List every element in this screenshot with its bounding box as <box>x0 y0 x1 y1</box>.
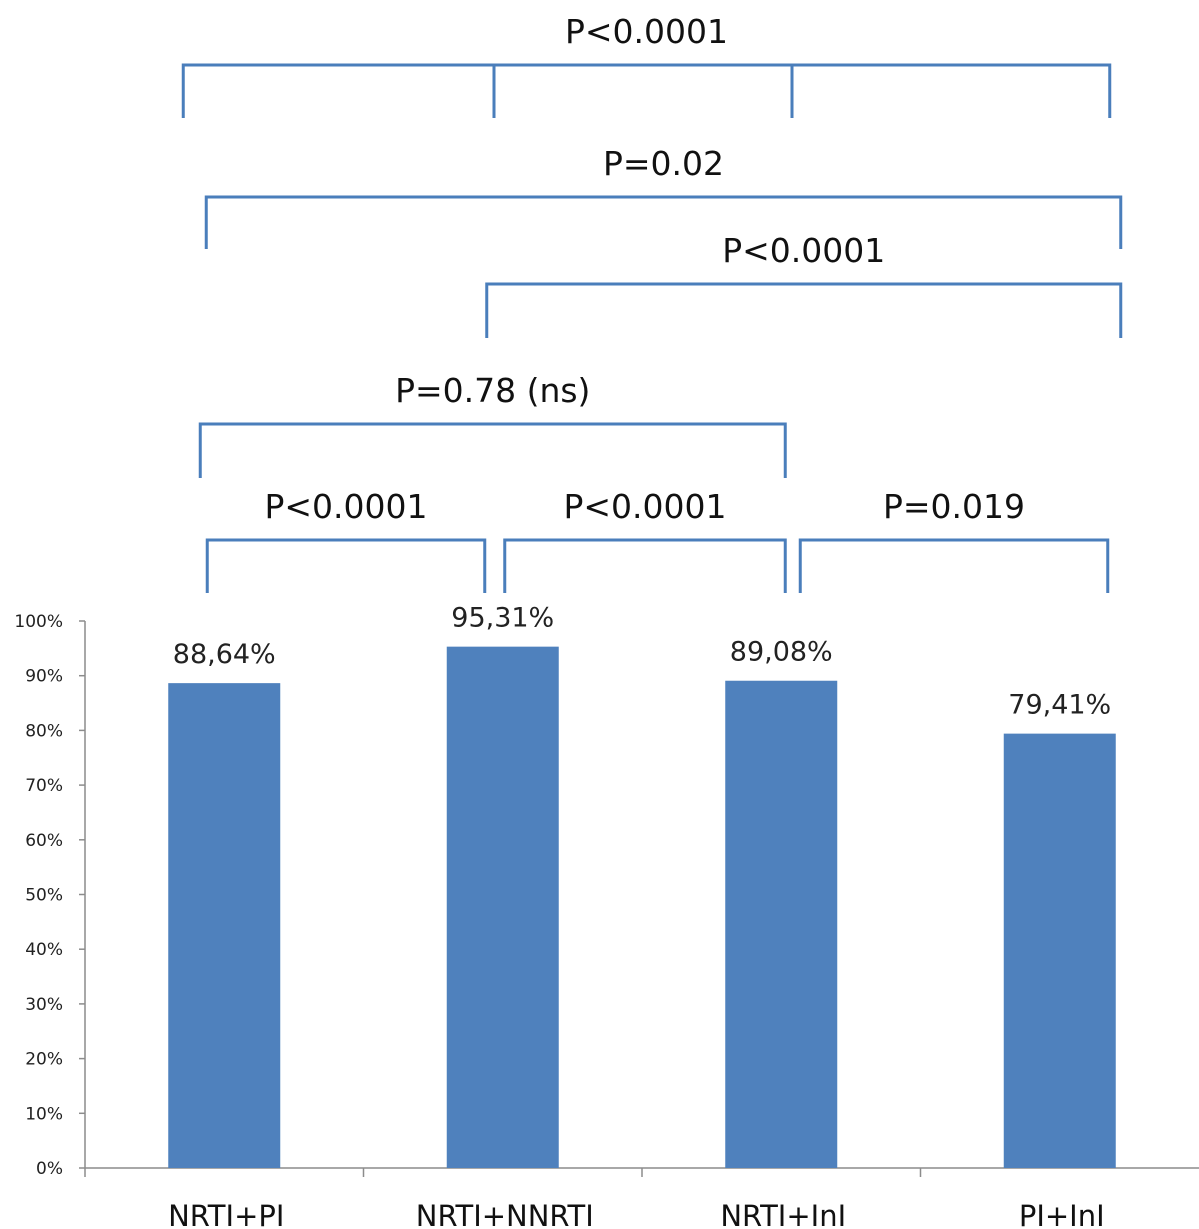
significance-bracket-5 <box>503 538 787 593</box>
y-tick-label: 20% <box>25 1050 63 1070</box>
bar-value-label: 79,41% <box>1008 690 1111 721</box>
p-value-label: P<0.0001 <box>563 487 726 526</box>
significance-bracket-3 <box>198 422 787 478</box>
axes: 0% 10% 20% 30% 40% 50% 60% 70% 80% 90% 100% NRTI+PI… <box>14 612 1199 1229</box>
y-tick-label: 60% <box>25 831 63 851</box>
bar-1 <box>446 646 559 1168</box>
x-tick-label: PI+InI <box>1019 1199 1105 1229</box>
y-tick-label: 40% <box>25 940 63 960</box>
p-value-label: P<0.0001 <box>722 231 885 270</box>
significance-bracket-1 <box>204 195 1123 249</box>
x-tick-label: NRTI+PI <box>168 1199 284 1229</box>
y-tick-label: 50% <box>25 886 63 906</box>
p-value-label: P=0.02 <box>603 144 724 183</box>
bar-0 <box>168 683 281 1168</box>
significance-bracket-0 <box>181 63 1112 118</box>
bar-value-label: 88,64% <box>173 639 276 670</box>
y-tick-label: 80% <box>25 721 63 741</box>
y-tick-label: 0% <box>36 1159 63 1179</box>
significance-bracket-2 <box>485 282 1123 338</box>
bars: 88,64% 95,31% 89,08% 79,41% <box>168 603 1116 1168</box>
p-value-label: P=0.019 <box>883 487 1025 526</box>
significance-bracket-4 <box>205 538 487 593</box>
x-tick-label: NRTI+InI <box>720 1199 846 1229</box>
bar-2 <box>725 680 838 1168</box>
p-value-label: P=0.78 (ns) <box>395 371 590 410</box>
x-tick-label: NRTI+NNRTI <box>416 1199 594 1229</box>
significance-brackets: P<0.0001 P=0.02 P<0.0001 P=0.78 (ns) P<0.000… <box>181 12 1123 593</box>
p-value-label: P<0.0001 <box>565 12 728 51</box>
bar-value-label: 95,31% <box>451 603 554 634</box>
y-tick-label: 10% <box>25 1104 63 1124</box>
bar-3 <box>1003 733 1116 1168</box>
significance-bracket-6 <box>798 538 1110 593</box>
p-value-label: P<0.0001 <box>264 487 427 526</box>
bar-value-label: 89,08% <box>730 637 833 668</box>
y-tick-label: 100% <box>14 612 63 632</box>
y-tick-label: 30% <box>25 995 63 1015</box>
y-tick-label: 90% <box>25 667 63 687</box>
y-tick-label: 70% <box>25 776 63 796</box>
